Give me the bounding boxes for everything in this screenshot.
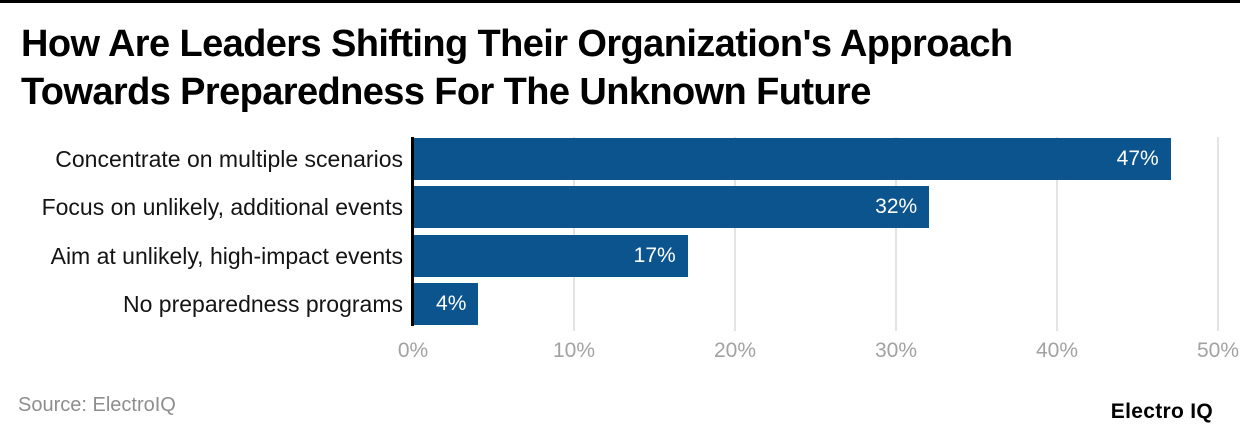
x-tick-label: 0% (397, 339, 429, 362)
y-axis-line (411, 137, 414, 326)
gridline-10% (573, 137, 575, 331)
brand-logo: Electro IQ (1110, 400, 1213, 423)
bar-value-label: 32% (875, 195, 918, 219)
chart-title: How Are Leaders Shifting Their Organizat… (21, 20, 1013, 116)
gridline-50% (1217, 137, 1219, 331)
bar: 47% (414, 138, 1171, 180)
category-label: Concentrate on multiple scenarios (55, 146, 403, 172)
x-tick-label: 50% (1196, 339, 1240, 362)
category-label: Aim at unlikely, high-impact events (50, 242, 403, 269)
source-note: Source: ElectroIQ (18, 394, 176, 416)
chart-title-line2: Towards Preparedness For The Unknown Fut… (21, 71, 871, 113)
bar-value-label: 47% (1116, 147, 1159, 170)
bar-value-label: 4% (436, 292, 467, 316)
category-label: Focus on unlikely, additional events (41, 194, 403, 221)
x-tick-label: 30% (874, 339, 918, 362)
bar-value-label: 17% (633, 243, 676, 267)
bar: 32% (414, 186, 930, 229)
bar: 17% (414, 234, 688, 277)
gridline-20% (734, 137, 736, 331)
x-tick-label: 10% (552, 339, 596, 362)
category-label: No preparedness programs (123, 291, 403, 318)
gridline-40% (1056, 137, 1058, 331)
x-tick-label: 20% (713, 339, 757, 362)
top-rule (0, 0, 1240, 3)
chart-title-line1: How Are Leaders Shifting Their Organizat… (21, 23, 1013, 65)
bar: 4% (414, 283, 479, 326)
x-tick-label: 40% (1035, 339, 1079, 362)
gridline-30% (895, 137, 897, 331)
